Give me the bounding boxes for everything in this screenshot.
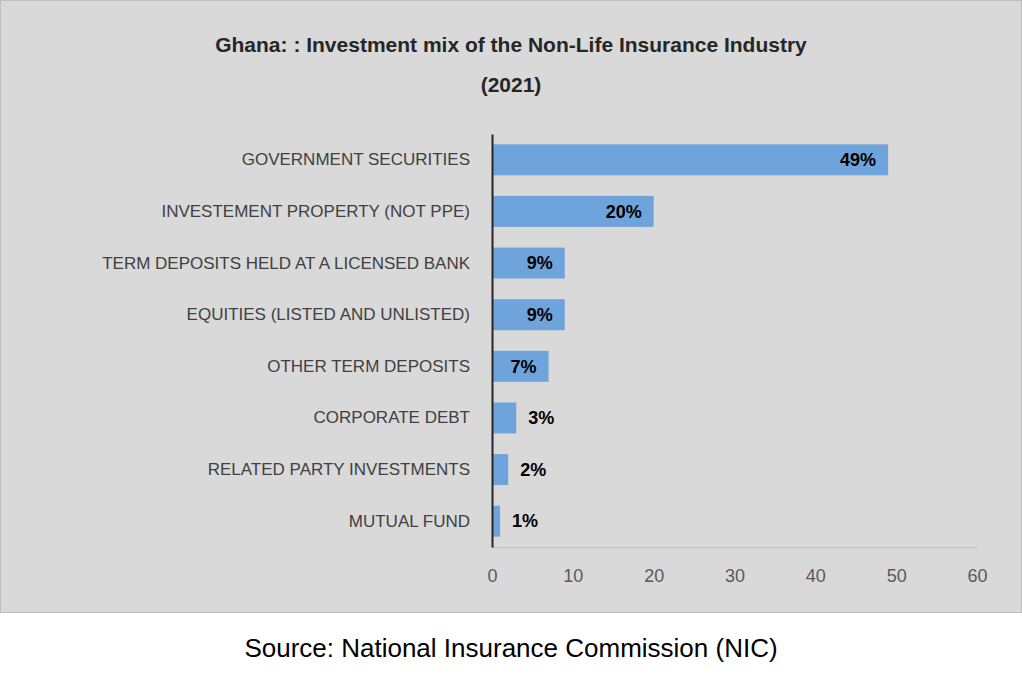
tick: OTHER TERM DEPOSITS xyxy=(267,357,492,376)
value-axis: 0 10 20 30 40 50 60 xyxy=(487,547,987,586)
category-label: GOVERNMENT SECURITIES xyxy=(242,150,470,169)
data-label: 1% xyxy=(512,511,538,531)
tick: 60 xyxy=(967,547,987,586)
category-axis: GOVERNMENT SECURITIES INVESTEMENT PROPERT… xyxy=(102,135,492,548)
chart-title: Ghana: : Investment mix of the Non-Life … xyxy=(215,33,807,56)
tick: 20 xyxy=(644,547,664,586)
data-label: 9% xyxy=(527,305,553,325)
chart-subtitle: (2021) xyxy=(481,73,542,96)
tick-label: 20 xyxy=(644,566,664,586)
category-label: TERM DEPOSITS HELD AT A LICENSED BANK xyxy=(102,254,470,273)
category-label: CORPORATE DEBT xyxy=(314,408,470,427)
data-label: 49% xyxy=(840,150,876,170)
axis-line xyxy=(493,547,978,548)
bar xyxy=(492,402,516,433)
data-label: 3% xyxy=(528,408,554,428)
data-label: 9% xyxy=(527,253,553,273)
tick-label: 30 xyxy=(725,566,745,586)
tick: 40 xyxy=(806,547,826,586)
bar xyxy=(492,144,888,175)
bar xyxy=(492,248,565,279)
tick: MUTUAL FUND xyxy=(349,512,492,531)
bar xyxy=(492,299,565,330)
data-label: 7% xyxy=(511,357,537,377)
tick: 0 xyxy=(487,547,497,586)
tick-label: 40 xyxy=(806,566,826,586)
category-label: MUTUAL FUND xyxy=(349,512,470,531)
category-label: OTHER TERM DEPOSITS xyxy=(267,357,470,376)
tick-label: 50 xyxy=(887,566,907,586)
category-label: RELATED PARTY INVESTMENTS xyxy=(208,460,470,479)
bar xyxy=(492,196,654,227)
bar xyxy=(492,454,508,485)
tick: 10 xyxy=(563,547,583,586)
category-label: EQUITIES (LISTED AND UNLISTED) xyxy=(187,305,470,324)
bar xyxy=(492,351,549,382)
bars xyxy=(492,144,888,536)
tick: 30 xyxy=(725,547,745,586)
chart-svg: Ghana: : Investment mix of the Non-Life … xyxy=(0,0,1022,691)
data-label: 20% xyxy=(606,202,642,222)
tick: CORPORATE DEBT xyxy=(314,408,492,427)
data-label: 2% xyxy=(520,460,546,480)
tick: GOVERNMENT SECURITIES xyxy=(242,150,492,169)
data-labels: 49% 20% 9% 9% 7% 3% 2% 1% xyxy=(511,150,877,531)
tick: RELATED PARTY INVESTMENTS xyxy=(208,460,492,479)
tick: TERM DEPOSITS HELD AT A LICENSED BANK xyxy=(102,254,492,273)
chart-source: Source: National Insurance Commission (N… xyxy=(244,633,777,663)
tick: 50 xyxy=(887,547,907,586)
tick-label: 10 xyxy=(563,566,583,586)
category-label: INVESTEMENT PROPERTY (NOT PPE) xyxy=(161,202,470,221)
chart-panel xyxy=(1,1,1022,613)
axis-line xyxy=(492,135,494,548)
tick: EQUITIES (LISTED AND UNLISTED) xyxy=(187,305,492,324)
tick: INVESTEMENT PROPERTY (NOT PPE) xyxy=(161,202,492,221)
tick-label: 0 xyxy=(487,566,497,586)
tick-label: 60 xyxy=(967,566,987,586)
